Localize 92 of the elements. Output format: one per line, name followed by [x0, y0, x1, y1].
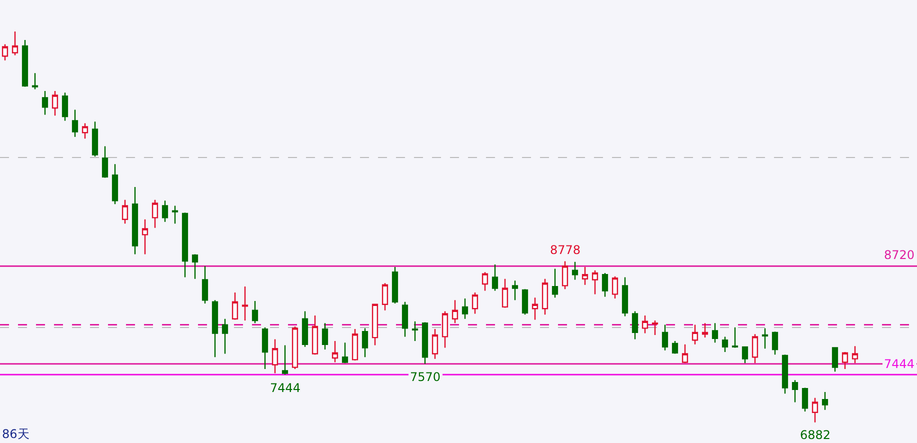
- candlestick: [252, 300, 258, 324]
- candlestick: [472, 292, 478, 314]
- candlestick: [392, 266, 398, 304]
- candlestick: [172, 205, 178, 224]
- candlestick: [62, 92, 68, 122]
- candlestick: [32, 72, 38, 90]
- candlestick: [832, 347, 838, 372]
- candlestick: [712, 322, 718, 344]
- candlestick: [202, 266, 208, 304]
- candlestick: [12, 30, 18, 56]
- candlestick: [122, 199, 128, 224]
- candlestick: [422, 322, 428, 365]
- candlestick: [92, 120, 98, 158]
- annotation: 6882: [800, 428, 831, 442]
- candlestick: [582, 266, 588, 286]
- candlestick: [452, 300, 458, 324]
- candlestick: [222, 318, 228, 354]
- candlestick: [782, 354, 788, 394]
- candlestick: [152, 199, 158, 228]
- candlestick: [512, 280, 518, 301]
- candlestick: [792, 379, 798, 403]
- candlestick: [482, 271, 488, 292]
- candlestick: [332, 340, 338, 363]
- candlestick: [762, 328, 768, 350]
- candlestick: [632, 310, 638, 340]
- candlestick: [72, 109, 78, 138]
- candlestick: [382, 282, 388, 311]
- candlestick: [312, 314, 318, 356]
- candlestick: [212, 300, 218, 358]
- candlestick: [352, 328, 358, 362]
- candlestick: [112, 164, 118, 205]
- candlestick: [342, 342, 348, 364]
- candlestick: [292, 326, 298, 370]
- candlestick: [532, 297, 538, 320]
- candlestick: [322, 322, 328, 350]
- candlestick: [102, 146, 108, 178]
- candlestick: [522, 288, 528, 316]
- candlestick: [232, 292, 238, 320]
- candlestick: [22, 39, 28, 88]
- candlestick: [642, 314, 648, 334]
- candlestick: [752, 334, 758, 364]
- candlestick: [182, 212, 188, 278]
- candlestick: [442, 310, 448, 348]
- candlestick: [732, 326, 738, 348]
- candlestick: [362, 328, 368, 358]
- candlestick: [272, 338, 278, 374]
- candlestick: [502, 278, 508, 308]
- candlestick: [282, 344, 288, 376]
- candlestick: [242, 286, 248, 322]
- candlestick: [42, 90, 48, 116]
- candlestick: [412, 320, 418, 342]
- candlestick: [742, 346, 748, 364]
- candlestick: [802, 387, 808, 412]
- candlestick: [462, 298, 468, 320]
- candlestick: [822, 391, 828, 410]
- candlestick: [672, 340, 678, 354]
- candlestick: [552, 268, 558, 298]
- candlestick: [652, 320, 658, 336]
- candlestick: [82, 122, 88, 140]
- candlestick: [402, 301, 408, 338]
- candlestick: [162, 200, 168, 223]
- candlestick: [852, 345, 858, 364]
- candlestick: [542, 278, 548, 316]
- candlestick: [842, 351, 848, 370]
- candlestick: [682, 344, 688, 364]
- candlestick: [432, 328, 438, 360]
- candlestick: [132, 186, 138, 255]
- candlestick: [192, 254, 198, 280]
- candlestick: [722, 336, 728, 353]
- candlestick: [592, 270, 598, 295]
- ref-line-label: 7444: [884, 357, 915, 371]
- annotation: 86天: [2, 427, 30, 441]
- annotation: 8778: [550, 243, 581, 257]
- candlestick: [622, 276, 628, 317]
- candlestick: [812, 397, 818, 424]
- candlestick: [562, 260, 568, 290]
- candlestick: [572, 261, 578, 280]
- candlestick: [602, 272, 608, 298]
- candlestick: [372, 304, 378, 346]
- candlestick: [702, 322, 708, 338]
- annotation: 7444: [270, 381, 301, 395]
- candlestick: [662, 324, 668, 351]
- candlestick: [692, 324, 698, 345]
- candlestick: [772, 331, 778, 356]
- candlestick: [492, 264, 498, 292]
- candlestick: [52, 90, 58, 116]
- candlestick: [262, 326, 268, 370]
- ref-line-label: 8720: [884, 248, 915, 262]
- candlestick: [302, 310, 308, 348]
- candlestick: [612, 276, 618, 300]
- annotation: 7570: [410, 370, 441, 384]
- candlestick: [142, 218, 148, 255]
